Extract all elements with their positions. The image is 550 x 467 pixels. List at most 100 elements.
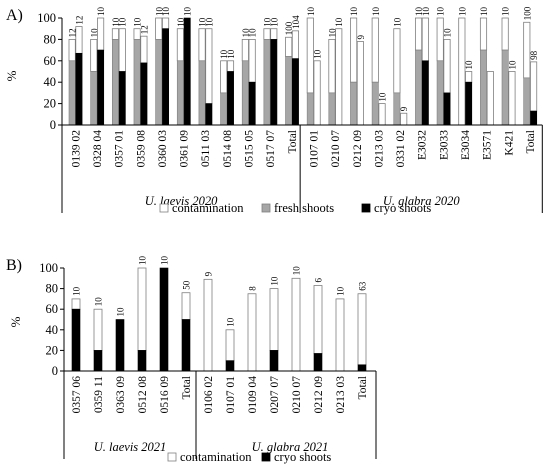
y-tick-label: 100 [37, 11, 56, 25]
bar-contamination [140, 35, 148, 64]
x-tick-label: Total [357, 376, 369, 399]
bar-contamination [479, 17, 488, 51]
bar-cryo-shoots [421, 60, 429, 126]
data-label-n: 9 [356, 35, 366, 40]
data-label-n: 10 [392, 17, 402, 27]
bar-contamination [205, 28, 213, 105]
legend-swatch [261, 452, 271, 462]
x-tick-label: 0107 01 [308, 130, 320, 168]
legend-swatch [261, 203, 271, 213]
x-tick-label: 0514 08 [222, 130, 234, 168]
x-tick-label: 0359 08 [135, 130, 147, 168]
x-tick-label: 0139 02 [70, 130, 82, 168]
bar-contamination [203, 278, 213, 372]
data-label-n: 10 [479, 7, 489, 17]
bar-cryo-shoots [270, 39, 278, 126]
y-tick-label: 40 [46, 323, 59, 337]
data-label-n: 10 [219, 49, 229, 59]
bar-contamination [226, 60, 235, 72]
data-label-n: 10 [263, 17, 273, 27]
bar-fresh-shoots [112, 39, 119, 126]
group-label: U. glabra 2021 [252, 440, 329, 454]
bar-cryo-shoots [227, 71, 234, 126]
bar-cryo-shoots [530, 110, 538, 126]
bar-cryo-shoots [225, 360, 235, 372]
bar-contamination [458, 17, 466, 126]
bar-contamination [356, 41, 364, 126]
data-label-n: 10 [501, 6, 511, 16]
data-label-n: 10 [464, 60, 474, 70]
group-label: U. laevis 2021 [94, 440, 167, 454]
bar-fresh-shoots [155, 39, 163, 126]
data-label-n: 12 [139, 25, 149, 34]
bar-cryo-shoots [205, 103, 213, 126]
bar-cryo-shoots [159, 267, 169, 372]
bar-fresh-shoots [415, 49, 422, 126]
data-label-n: 10 [292, 266, 302, 276]
bar-contamination [291, 277, 301, 372]
legend-swatch [159, 203, 169, 213]
data-label-n: 10 [118, 17, 128, 27]
bar-cryo-shoots [465, 81, 473, 126]
bar-contamination [400, 112, 408, 126]
bar-fresh-shoots [436, 60, 444, 126]
bar-contamination [263, 28, 271, 40]
data-label-n: 50 [182, 280, 192, 290]
bar-cryo-shoots [291, 58, 299, 126]
x-tick-label: E3033 [438, 130, 450, 160]
bar-contamination [111, 28, 120, 40]
bar-contamination [270, 28, 278, 40]
x-tick-label: 0363 09 [115, 376, 127, 414]
bar-contamination [523, 21, 531, 79]
bar-contamination [71, 298, 81, 310]
bar-contamination [269, 288, 279, 351]
bar-contamination [118, 28, 126, 72]
data-label-n: 10 [94, 297, 104, 307]
x-tick-label: 0331 02 [395, 130, 407, 168]
legend-swatch [361, 203, 371, 213]
bar-contamination [328, 39, 336, 94]
bar-fresh-shoots [480, 49, 487, 126]
x-tick-label: K421 [503, 130, 515, 156]
bar-contamination [436, 17, 444, 62]
data-label-n: 9 [204, 271, 214, 276]
data-label-n: 10 [313, 49, 323, 59]
x-tick-label: E3571 [482, 130, 494, 160]
data-label-n: 10 [161, 7, 171, 17]
bar-fresh-shoots [285, 56, 293, 126]
bar-cryo-shoots [269, 350, 279, 372]
bar-contamination [378, 103, 386, 126]
x-tick-label: 0212 09 [313, 376, 325, 414]
bar-cryo-shoots [443, 92, 451, 126]
x-tick-label: 0357 01 [114, 130, 126, 168]
bar-contamination [285, 36, 293, 57]
bar-cryo-shoots [183, 17, 191, 126]
data-label-n: 10 [269, 17, 279, 27]
bar-fresh-shoots [198, 60, 206, 126]
data-label-n: 6 [314, 278, 324, 283]
data-label-n: 12 [74, 16, 84, 25]
x-tick-label: 0107 01 [225, 376, 237, 414]
bar-cryo-shoots [93, 350, 103, 372]
y-tick-label: 40 [44, 75, 57, 89]
bar-fresh-shoots [523, 77, 531, 126]
bar-contamination [421, 17, 429, 62]
bar-contamination [313, 285, 323, 354]
legend-label: contamination [180, 450, 252, 464]
bar-contamination [313, 60, 321, 126]
data-label-n: 10 [436, 7, 446, 17]
bar-cryo-shoots [248, 81, 256, 126]
group-label: U. glabra 2020 [383, 194, 460, 208]
bar-contamination [241, 39, 249, 62]
data-label-n: 12 [68, 28, 78, 37]
bar-contamination [248, 39, 256, 83]
bar-contamination [198, 28, 206, 62]
bar-contamination [181, 292, 191, 320]
x-tick-label: 0516 09 [159, 376, 171, 414]
bar-cryo-shoots [75, 53, 83, 126]
x-tick-label: 0213 03 [335, 376, 347, 414]
legend-label: fresh shoots [274, 201, 334, 215]
y-tick-label: 0 [52, 364, 58, 378]
x-tick-label: E3032 [417, 130, 429, 160]
bar-contamination [97, 17, 105, 51]
